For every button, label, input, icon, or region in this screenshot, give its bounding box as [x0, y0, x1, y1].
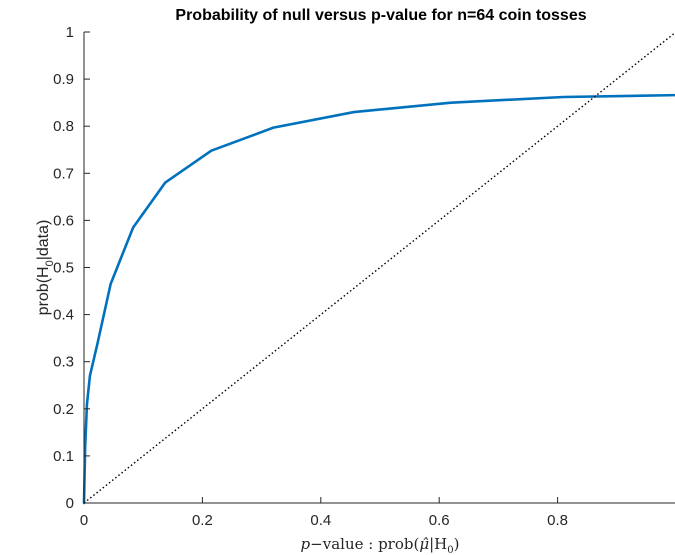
- y-tick-label: 0.9: [53, 71, 74, 88]
- y-axis-label-subscript: 0: [44, 260, 56, 266]
- series-layer: [82, 31, 675, 505]
- y-axis-label-prefix: prob(H: [35, 266, 52, 315]
- x-axis-label-subscript: 0: [447, 545, 453, 555]
- plot-area: [84, 32, 675, 532]
- x-axis-label: p−value : prob(μ̂|H0): [301, 535, 460, 555]
- y-axis-label: prob(H0|data): [35, 220, 56, 316]
- x-axis-label-middle: −value : prob(: [310, 535, 419, 553]
- y-tick-label: 0.5: [53, 260, 74, 277]
- y-tick-label: 0.7: [53, 165, 74, 182]
- y-tick-label: 0.8: [53, 118, 74, 135]
- y-tick-label: 0.1: [53, 448, 74, 465]
- y-axis-label-suffix: |data): [35, 220, 52, 261]
- x-axis-label-bar: |H: [429, 535, 447, 553]
- y-tick-label: 0.6: [53, 212, 74, 229]
- y-tick-label: 0.3: [53, 354, 74, 371]
- x-axis-label-close: ): [454, 535, 460, 553]
- x-axis-label-p: p: [301, 535, 311, 553]
- x-tick-label: 0.6: [429, 512, 450, 529]
- plot-background: [84, 32, 675, 532]
- chart-title: Probability of null versus p-value for n…: [175, 7, 586, 24]
- y-tick-label: 0.2: [53, 401, 74, 418]
- x-tick-label: 0.8: [547, 512, 568, 529]
- series-line-0: [82, 93, 675, 505]
- y-tick-label: 0: [66, 495, 74, 512]
- x-ticks: 0 0.2 0.4 0.6 0.8: [80, 497, 568, 529]
- y-tick-label: 0.4: [53, 307, 74, 324]
- x-axis-label-mu-hat: μ̂: [419, 535, 429, 553]
- x-tick-label: 0.2: [192, 512, 213, 529]
- y-tick-label: 1: [66, 24, 74, 41]
- x-tick-label: 0.4: [310, 512, 331, 529]
- y-ticks: 0 0.1 0.2 0.3 0.4 0.5 0.6 0.7 0.8 0.9 1: [53, 24, 90, 512]
- x-tick-label: 0: [80, 512, 88, 529]
